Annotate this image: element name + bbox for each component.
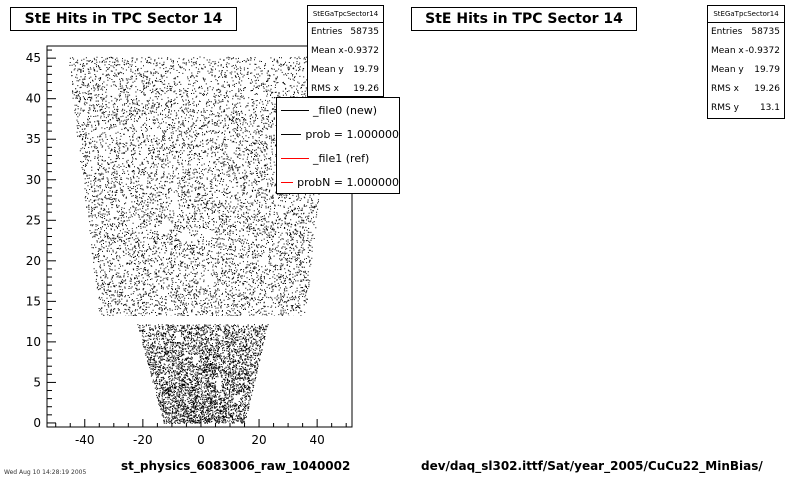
y-tick-label: 45 (26, 51, 41, 65)
y-tick-label: 20 (26, 254, 41, 268)
left-stats-title: StEGaTpcSector14 (308, 6, 383, 23)
right-stats-box: StEGaTpcSector14 Entries 58735 Mean x -0.93… (707, 5, 785, 119)
legend-entry: _file0 (new) (277, 98, 399, 122)
right-chart-title: StE Hits in TPC Sector 14 (411, 7, 637, 31)
stats-label: Entries (711, 27, 743, 37)
y-tick-label: 35 (26, 132, 41, 146)
axes (47, 49, 347, 427)
stats-row: Mean y 19.79 (308, 61, 383, 80)
stats-row: Mean x -0.9372 (308, 42, 383, 61)
legend-line-icon (281, 133, 302, 135)
stats-row: RMS y 13.1 (708, 99, 784, 118)
stats-label: RMS x (711, 84, 739, 94)
left-panel: -40 -20 0 20 40 0 5 10 15 20 25 30 35 40 45 StE Hits i… (10, 5, 400, 473)
right-x-axis-label: dev/daq_sl302.ittf/Sat/year_2005/CuCu22_… (421, 459, 763, 473)
stats-value: 19.26 (754, 84, 780, 94)
stats-label: Entries (311, 27, 343, 37)
y-tick-label: 0 (33, 416, 41, 430)
legend-label: _file1 (ref) (313, 151, 370, 165)
stats-value: 19.26 (353, 84, 379, 94)
stats-label: Mean y (311, 65, 344, 75)
stats-row: Entries 58735 (708, 23, 784, 42)
stats-value: -0.9372 (344, 46, 379, 56)
x-tick-label: 0 (197, 433, 205, 447)
stats-value: 19.79 (754, 65, 780, 75)
left-x-axis-label: st_physics_6083006_raw_1040002 (121, 459, 351, 473)
y-tick-label: 15 (26, 294, 41, 308)
gap-band (102, 315, 303, 325)
y-tick-label: 25 (26, 213, 41, 227)
left-stats-box: StEGaTpcSector14 Entries 58735 Mean x -0.93… (307, 5, 384, 97)
stats-label: Mean x (311, 46, 344, 56)
right-stats-title: StEGaTpcSector14 (708, 6, 784, 23)
legend-label: probN = 1.000000 (297, 175, 399, 189)
x-tick-label: 20 (251, 433, 266, 447)
x-tick-label: -40 (75, 433, 95, 447)
x-tick-label: -20 (133, 433, 153, 447)
stats-label: RMS x (311, 84, 339, 94)
stats-value: -0.9372 (745, 46, 780, 56)
x-tick-label: 40 (310, 433, 325, 447)
legend-label: _file0 (new) (313, 103, 378, 117)
legend-entry: _file1 (ref) (277, 146, 399, 170)
stats-label: Mean y (711, 65, 744, 75)
legend-line-icon (281, 181, 294, 183)
stats-row: RMS x 19.26 (308, 80, 383, 99)
left-chart-title: StE Hits in TPC Sector 14 (10, 7, 237, 31)
y-tick-label: 40 (26, 92, 41, 106)
legend-entry: prob = 1.000000 (277, 122, 399, 146)
legend-line-icon (281, 109, 309, 111)
stats-label: Mean x (711, 46, 744, 56)
left-legend: _file0 (new) prob = 1.000000 _file1 (ref) p… (276, 97, 400, 194)
y-tick-label: 30 (26, 173, 41, 187)
stats-value: 58735 (751, 27, 780, 37)
scatter-point-cloud (69, 56, 336, 424)
stats-row: Mean x -0.9372 (708, 42, 784, 61)
legend-entry: probN = 1.000000 (277, 170, 399, 193)
scatter-points (69, 56, 336, 424)
legend-label: prob = 1.000000 (305, 127, 399, 141)
y-tick-label: 10 (26, 335, 41, 349)
stats-value: 58735 (350, 27, 379, 37)
legend-line-icon (281, 157, 309, 159)
stats-label: RMS y (711, 103, 739, 113)
y-tick-label: 5 (33, 375, 41, 389)
footer-timestamp: Wed Aug 10 14:28:19 2005 (4, 469, 87, 476)
stats-value: 13.1 (759, 103, 780, 113)
stats-row: Entries 58735 (308, 23, 383, 42)
stats-value: 19.79 (353, 65, 379, 75)
stats-row: Mean y 19.79 (708, 61, 784, 80)
stats-row: RMS x 19.26 (708, 80, 784, 99)
